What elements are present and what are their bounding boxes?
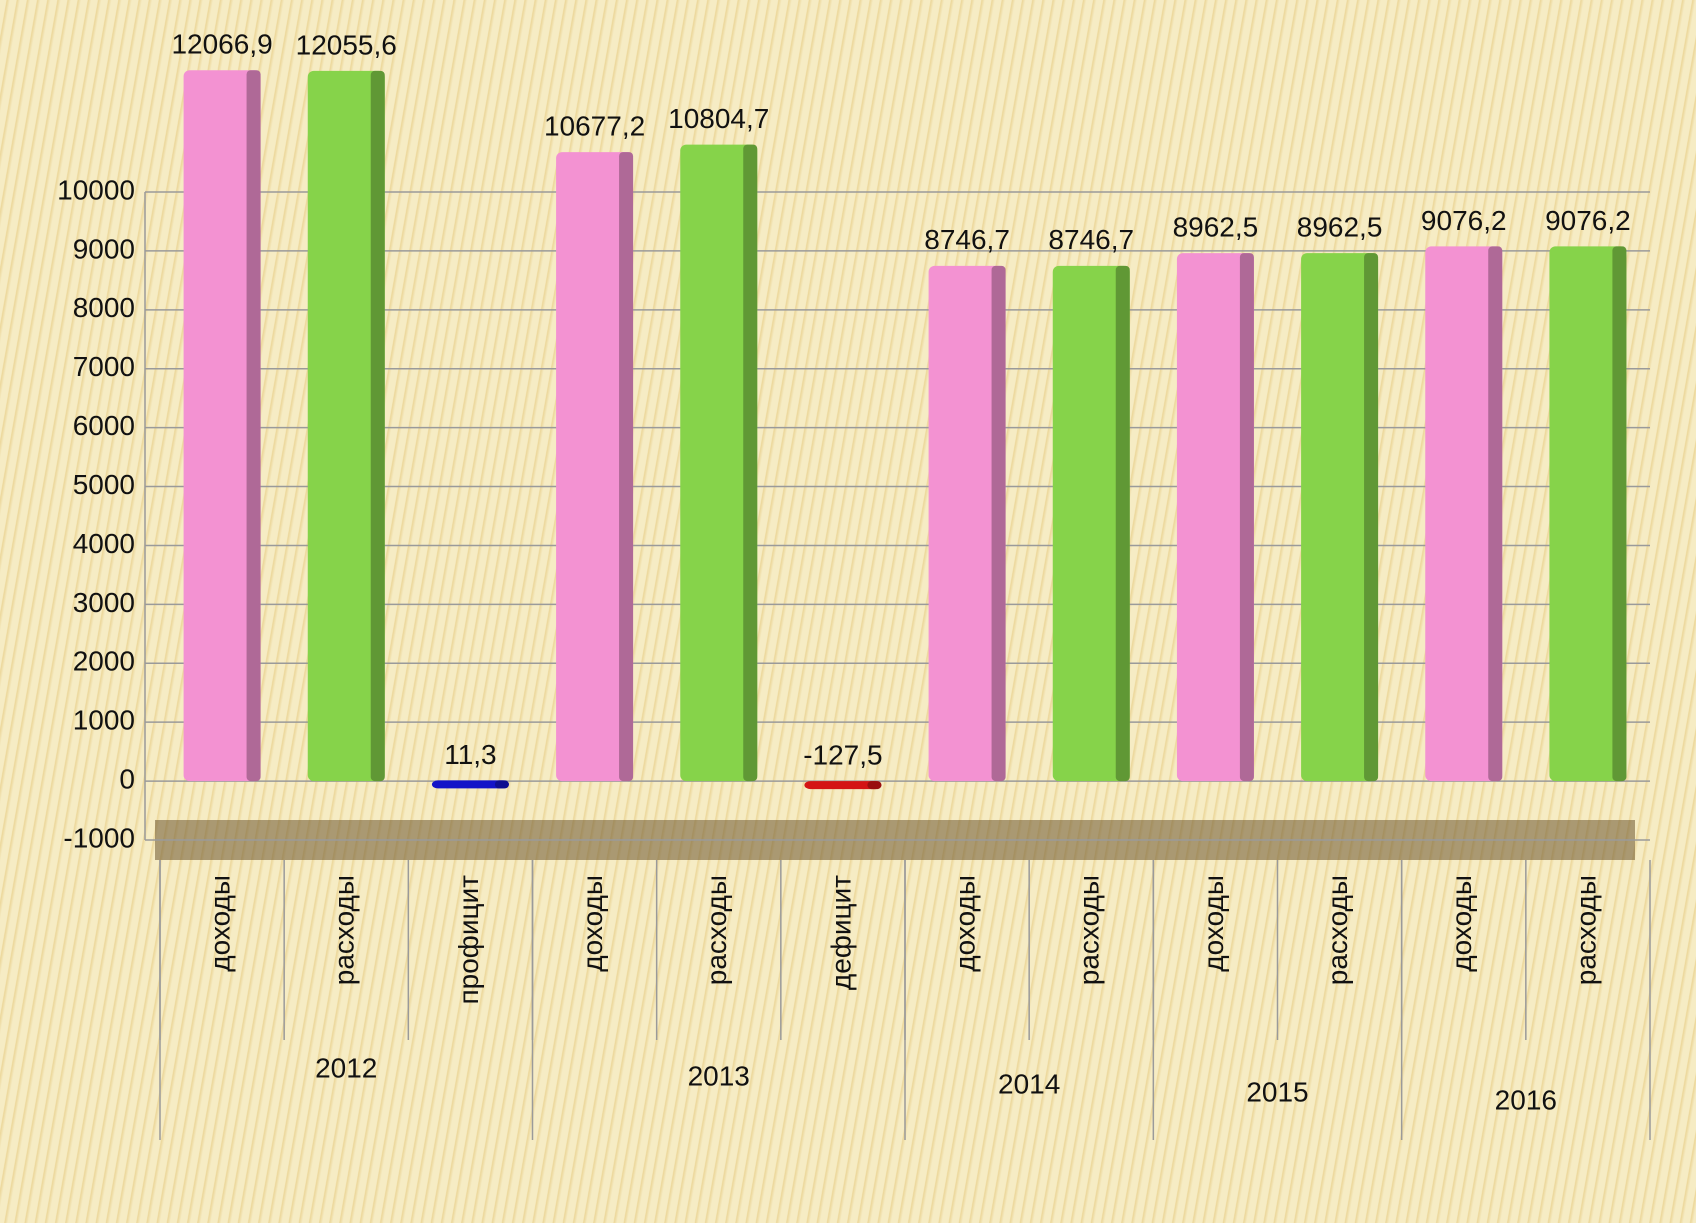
y-tick-label: 8000 — [73, 292, 135, 323]
y-tick-label: 0 — [119, 763, 135, 794]
group-label: 2015 — [1246, 1076, 1308, 1107]
data-label: 8746,7 — [924, 224, 1010, 255]
bar-side — [371, 71, 385, 781]
x-tick-label: расходы — [701, 875, 732, 985]
data-label: 11,3 — [444, 739, 496, 770]
bar-side — [247, 70, 261, 781]
chart: -1000 0 1000 2000 3000 4000 5000 6000 7000 8000 90… — [0, 0, 1696, 1223]
group-label: 2013 — [688, 1060, 750, 1091]
data-label: 9076,2 — [1421, 205, 1507, 236]
bar-side — [1488, 246, 1502, 781]
group-label: 2016 — [1495, 1084, 1557, 1115]
y-tick-label: 5000 — [73, 469, 135, 500]
data-label: 8746,7 — [1048, 224, 1134, 255]
bar-side — [619, 152, 633, 781]
x-tick-label: доходы — [1198, 875, 1229, 972]
y-tick-label: 1000 — [73, 705, 135, 736]
bar-side — [867, 781, 881, 789]
data-label: 9076,2 — [1545, 205, 1631, 236]
bar-side — [1116, 266, 1130, 781]
bar-side — [495, 780, 509, 788]
x-tick-label: расходы — [1570, 875, 1601, 985]
data-label: 10804,7 — [668, 103, 769, 134]
y-tick-label: 6000 — [73, 410, 135, 441]
slide: -1000 0 1000 2000 3000 4000 5000 6000 7000 8000 90… — [0, 0, 1696, 1223]
bar-side — [992, 266, 1006, 781]
data-label: -127,5 — [803, 739, 882, 770]
x-tick-label: дефицит — [825, 875, 856, 990]
x-tick-label: расходы — [329, 875, 360, 985]
bar-side — [1364, 253, 1378, 781]
bar-side — [743, 145, 757, 781]
y-tick-label: 7000 — [73, 351, 135, 382]
x-tick-label: доходы — [1446, 875, 1477, 972]
data-label: 8962,5 — [1297, 212, 1383, 243]
y-tick-label: -1000 — [63, 822, 135, 853]
bar-side — [1612, 246, 1626, 781]
group-label: 2012 — [315, 1052, 377, 1083]
y-tick-label: 3000 — [73, 587, 135, 618]
group-label: 2014 — [998, 1068, 1060, 1099]
x-tick-label: расходы — [1074, 875, 1105, 985]
x-tick-label: расходы — [1322, 875, 1353, 985]
y-tick-label: 2000 — [73, 646, 135, 677]
data-label: 8962,5 — [1173, 212, 1259, 243]
data-label: 12066,9 — [171, 29, 272, 60]
x-tick-label: доходы — [949, 875, 980, 972]
x-tick-label: доходы — [577, 875, 608, 972]
bar-side — [1240, 253, 1254, 781]
y-tick-label: 4000 — [73, 528, 135, 559]
x-tick-label: доходы — [204, 875, 235, 972]
x-tick-label: профицит — [453, 875, 484, 1005]
data-label: 12055,6 — [296, 29, 397, 60]
y-tick-label: 9000 — [73, 233, 135, 264]
data-label: 10677,2 — [544, 110, 645, 141]
y-tick-label: 10000 — [57, 174, 135, 205]
